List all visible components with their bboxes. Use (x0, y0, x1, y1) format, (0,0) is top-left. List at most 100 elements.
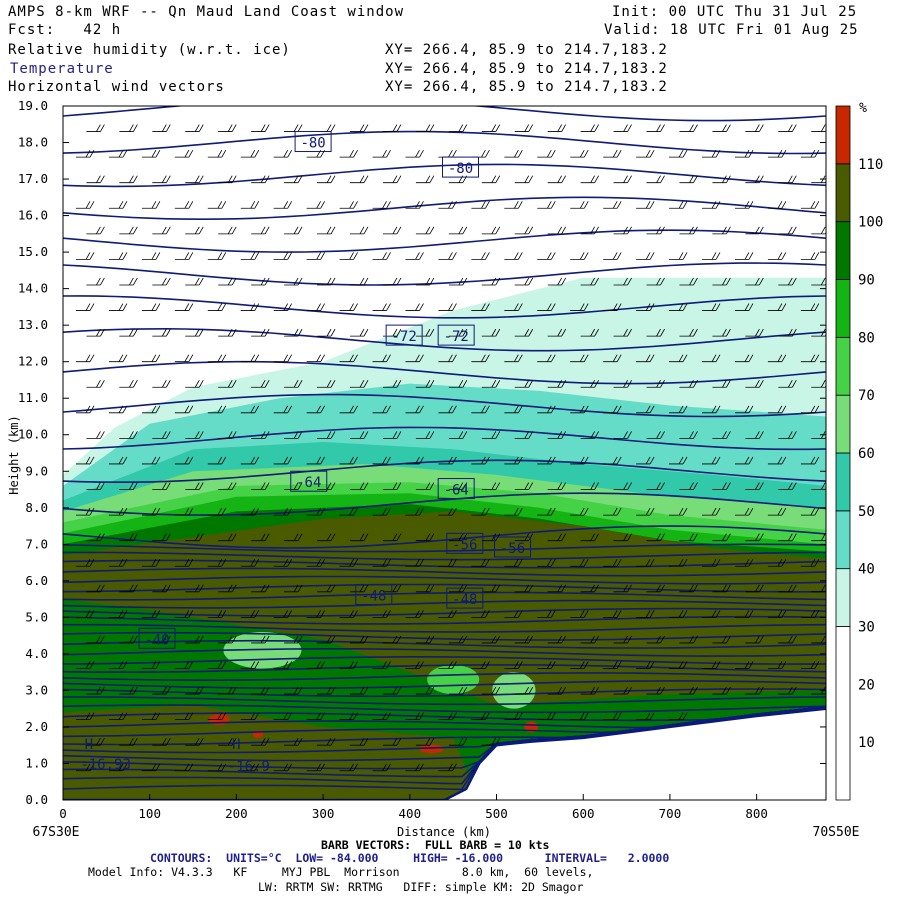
wind-barb (382, 175, 402, 184)
colorbar-label: 70 (858, 388, 875, 404)
wind-barb (745, 533, 764, 542)
wind-barb (240, 303, 260, 311)
wind-barb (108, 252, 128, 260)
wind-barb (613, 175, 632, 184)
isotherm-line (63, 664, 826, 673)
wind-barb (185, 635, 204, 644)
wind-barb (636, 712, 655, 721)
wind-barb (185, 533, 204, 542)
wind-barb (240, 201, 260, 209)
wind-barb (778, 124, 797, 132)
wind-barb (306, 303, 325, 311)
wind-barb (251, 380, 270, 388)
wind-barb (745, 175, 764, 184)
wind-barb (636, 201, 655, 209)
x-tick-label: 700 (659, 806, 682, 821)
isotherm-line (63, 656, 826, 665)
wind-barb (570, 303, 589, 311)
x-tick-label: 800 (745, 806, 768, 821)
wind-barb (86, 328, 105, 337)
wind-barb (415, 431, 435, 439)
wind-barb (405, 610, 424, 618)
surface-annotation: H (232, 737, 240, 753)
wind-barb (778, 328, 797, 337)
wind-barb (174, 559, 194, 567)
isotherm-line (63, 591, 826, 601)
wind-barb (800, 405, 820, 414)
wind-barb (76, 303, 95, 311)
wind-barb (349, 380, 369, 388)
wind-barb (481, 175, 501, 184)
wind-barb (603, 149, 622, 158)
wind-barb (679, 584, 698, 593)
wind-barb (382, 533, 402, 542)
wind-barb (273, 712, 293, 721)
contour-label: -56 (452, 537, 477, 553)
wind-barb (108, 763, 128, 772)
wind-barb (382, 328, 402, 337)
wind-barb (514, 431, 534, 439)
colorbar-label: 90 (858, 273, 875, 289)
wind-barb (745, 584, 764, 593)
wind-barb (207, 763, 227, 772)
contour-label: -80 (448, 161, 473, 177)
wind-barb (405, 149, 424, 158)
wind-barb (547, 328, 567, 337)
isotherm-line (63, 229, 826, 253)
wind-barb (152, 380, 171, 388)
wind-barb (185, 124, 204, 132)
wind-barb (185, 328, 204, 337)
wind-barb (438, 405, 457, 414)
init-time: Init: 00 UTC Thu 31 Jul 25 (612, 4, 858, 20)
wind-barb (712, 584, 731, 593)
field-name-rh: Relative humidity (w.r.t. ice) (8, 42, 291, 58)
wind-barb (636, 456, 655, 465)
wind-barb (119, 124, 138, 132)
wind-barb (349, 277, 369, 286)
wind-barb (669, 712, 688, 721)
contour-label-box (290, 470, 328, 492)
wind-barb (603, 610, 622, 618)
wind-barb (679, 175, 698, 184)
rh-pocket-4 (419, 744, 444, 754)
contour-label: -48 (361, 588, 386, 604)
colorbar-bin (835, 105, 851, 165)
wind-barb (745, 328, 764, 337)
wind-barb (448, 482, 468, 490)
wind-barb (273, 763, 293, 772)
rh-pocket-1 (492, 672, 536, 709)
wind-barb (152, 482, 171, 490)
wind-barb (339, 303, 358, 311)
wind-barb (349, 482, 369, 490)
wind-barb (514, 226, 534, 235)
y-axis-label: Height (km) (7, 415, 21, 494)
wind-barb (382, 124, 402, 132)
wind-barb (207, 712, 227, 721)
wind-barb (448, 635, 468, 644)
contour-label-box (138, 627, 176, 649)
barb-legend: BARB VECTORS: FULL BARB = 10 kts (321, 838, 550, 852)
wind-barb (273, 507, 293, 516)
wind-barb (284, 533, 303, 542)
wind-barb (646, 482, 665, 490)
y-tick-label: 5.0 (25, 609, 48, 624)
wind-barb (108, 149, 128, 158)
wind-barb (646, 533, 665, 542)
wind-barb (702, 507, 721, 516)
wind-barb (86, 686, 105, 695)
wind-barb (537, 661, 556, 669)
isotherm-line (63, 639, 826, 649)
wind-barb (471, 303, 490, 311)
wind-barb (580, 533, 599, 542)
wind-barb (570, 354, 589, 363)
wind-barb (669, 252, 688, 260)
wind-barb (712, 686, 731, 695)
wind-barb (702, 405, 721, 414)
wind-barb (778, 635, 797, 644)
wind-barb (438, 201, 457, 209)
isotherm-line (63, 262, 826, 286)
wind-barb (306, 201, 325, 209)
wind-barb (339, 252, 358, 260)
wind-barb (669, 149, 688, 158)
wind-barb (152, 277, 171, 286)
